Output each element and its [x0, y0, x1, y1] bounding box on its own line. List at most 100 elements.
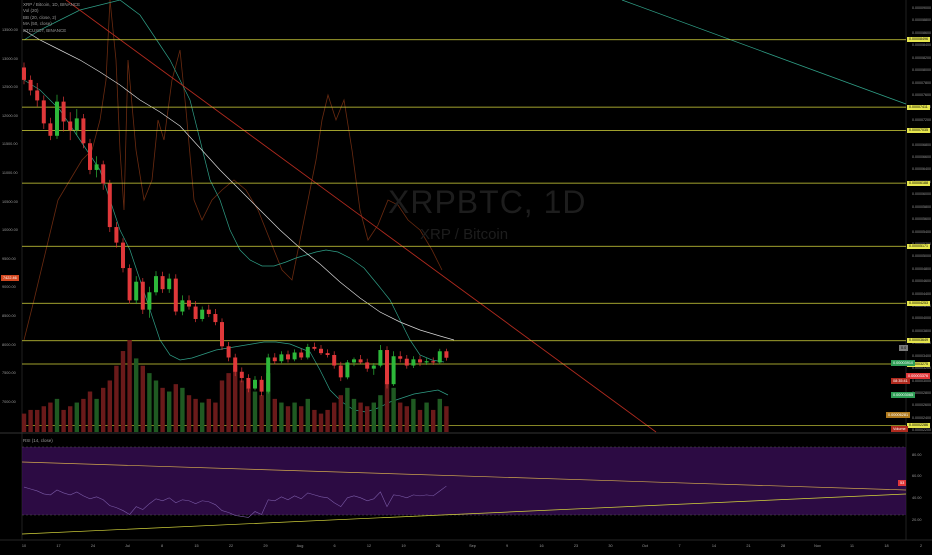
time-axis-label: 7	[678, 544, 681, 548]
ma-tag: 0.00006281	[886, 412, 911, 418]
time-axis-label: 21	[746, 544, 751, 548]
volume-bar	[292, 402, 297, 432]
right-axis-label: 0.00004800	[912, 266, 931, 271]
watermark-symbol: XRPBTC, 1D	[388, 184, 587, 220]
volume-bar	[35, 409, 40, 432]
volume-bar	[213, 402, 218, 432]
volume-bar	[48, 402, 53, 432]
candle	[424, 361, 429, 363]
level-price-tag: 0.00005171	[907, 243, 930, 249]
candle	[299, 352, 304, 358]
candle	[114, 227, 119, 243]
ma-line	[23, 29, 455, 341]
candle	[167, 278, 172, 290]
left-axis-label: 13000.00	[2, 56, 18, 61]
left-axis-label: 12500.00	[2, 85, 18, 90]
btc-overlay-line	[23, 0, 443, 341]
volume-bar	[173, 384, 178, 432]
right-axis-label: 0.00004000	[912, 316, 931, 321]
candle	[418, 359, 422, 363]
candle	[431, 361, 436, 363]
right-axis-label: 0.00005800	[912, 204, 931, 209]
btc-price-left-tag: 7422.46	[1, 275, 19, 281]
right-axis-label: 0.00008200	[912, 55, 931, 60]
time-axis-label: 17	[56, 544, 61, 548]
left-axis-label: 9500.00	[2, 256, 16, 261]
volume-bar	[206, 398, 211, 432]
volume-bar	[186, 395, 192, 432]
candle	[187, 300, 191, 307]
legend-vol: Vol (20)	[23, 8, 39, 14]
time-axis-label: 26	[435, 544, 441, 548]
mid-tag: 0.0	[899, 345, 909, 351]
candle	[404, 358, 409, 366]
candle	[358, 359, 363, 363]
candle	[88, 143, 92, 170]
right-axis-label: 0.00002600	[912, 403, 931, 408]
level-price-tag: 0.00003649	[907, 338, 930, 344]
volume-bar	[140, 365, 145, 432]
volume-bar	[127, 340, 132, 432]
time-axis-label: 22	[228, 544, 234, 548]
left-axis-label: 10500.00	[2, 199, 18, 204]
time-axis-label: 16	[539, 544, 544, 548]
candle	[233, 357, 238, 372]
time-axis-label: 6	[333, 544, 336, 548]
volume-bar	[68, 406, 73, 432]
rsi-line	[23, 485, 447, 518]
right-axis-label: 0.00004400	[912, 291, 931, 296]
volume-bar	[81, 398, 86, 432]
left-axis-label: 10000.00	[2, 228, 18, 233]
volume-bar	[371, 402, 376, 432]
candle	[206, 309, 211, 315]
volume-bar	[252, 391, 258, 432]
volume-bar	[338, 395, 343, 432]
candle	[35, 90, 40, 101]
left-axis-label: 13500.00	[2, 28, 18, 32]
time-axis-label: 18	[884, 544, 889, 548]
rsi-tick-80: 80.00	[912, 453, 922, 457]
volume-bar	[28, 409, 33, 432]
candle	[140, 281, 145, 310]
candle	[74, 118, 79, 131]
volume-bar	[74, 402, 79, 432]
candle	[134, 281, 139, 301]
time-axis-label: 29	[263, 544, 268, 548]
candle	[312, 346, 317, 349]
time-axis-label: Nov	[814, 544, 821, 548]
time-axis-label: Sep	[469, 544, 476, 548]
volume-bar	[272, 398, 277, 432]
rsi-tick-20: 20.00	[912, 518, 922, 522]
left-axis-label: 12000.00	[2, 113, 18, 118]
legend-bb: BB (20, close, 2)	[23, 14, 57, 20]
candle	[107, 183, 112, 228]
volume-bar	[285, 406, 291, 432]
candle	[121, 242, 125, 269]
level-price-tag: 0.00008496	[907, 37, 930, 43]
right-axis-label: 0.00008800	[912, 18, 931, 23]
volume-bar	[345, 387, 350, 432]
candle	[345, 362, 350, 378]
volume-bar	[114, 365, 119, 432]
volume-bar	[259, 395, 264, 432]
rsi-band-fill	[22, 447, 906, 515]
volume-tag: Volume	[891, 426, 908, 432]
right-axis-label: 0.00007800	[912, 80, 931, 85]
level-price-tag: 0.00006188	[907, 180, 930, 186]
right-axis-label: 0.00002200	[912, 428, 931, 433]
right-axis-label: 0.00007200	[912, 117, 931, 122]
candle	[437, 351, 442, 363]
time-axis-label: 10	[21, 544, 27, 548]
level-price-tag: 0.00003275	[907, 361, 930, 367]
time-axis-label: 28	[780, 544, 786, 548]
bb-upper-band	[23, 0, 445, 363]
volume-bar	[384, 380, 390, 432]
right-axis-label: 0.00003000	[912, 378, 931, 383]
candle	[160, 276, 165, 290]
candle	[292, 352, 297, 360]
time-axis-label: 15	[194, 544, 199, 548]
right-axis-label: 0.00006000	[912, 192, 931, 197]
volume-bar	[424, 402, 429, 432]
